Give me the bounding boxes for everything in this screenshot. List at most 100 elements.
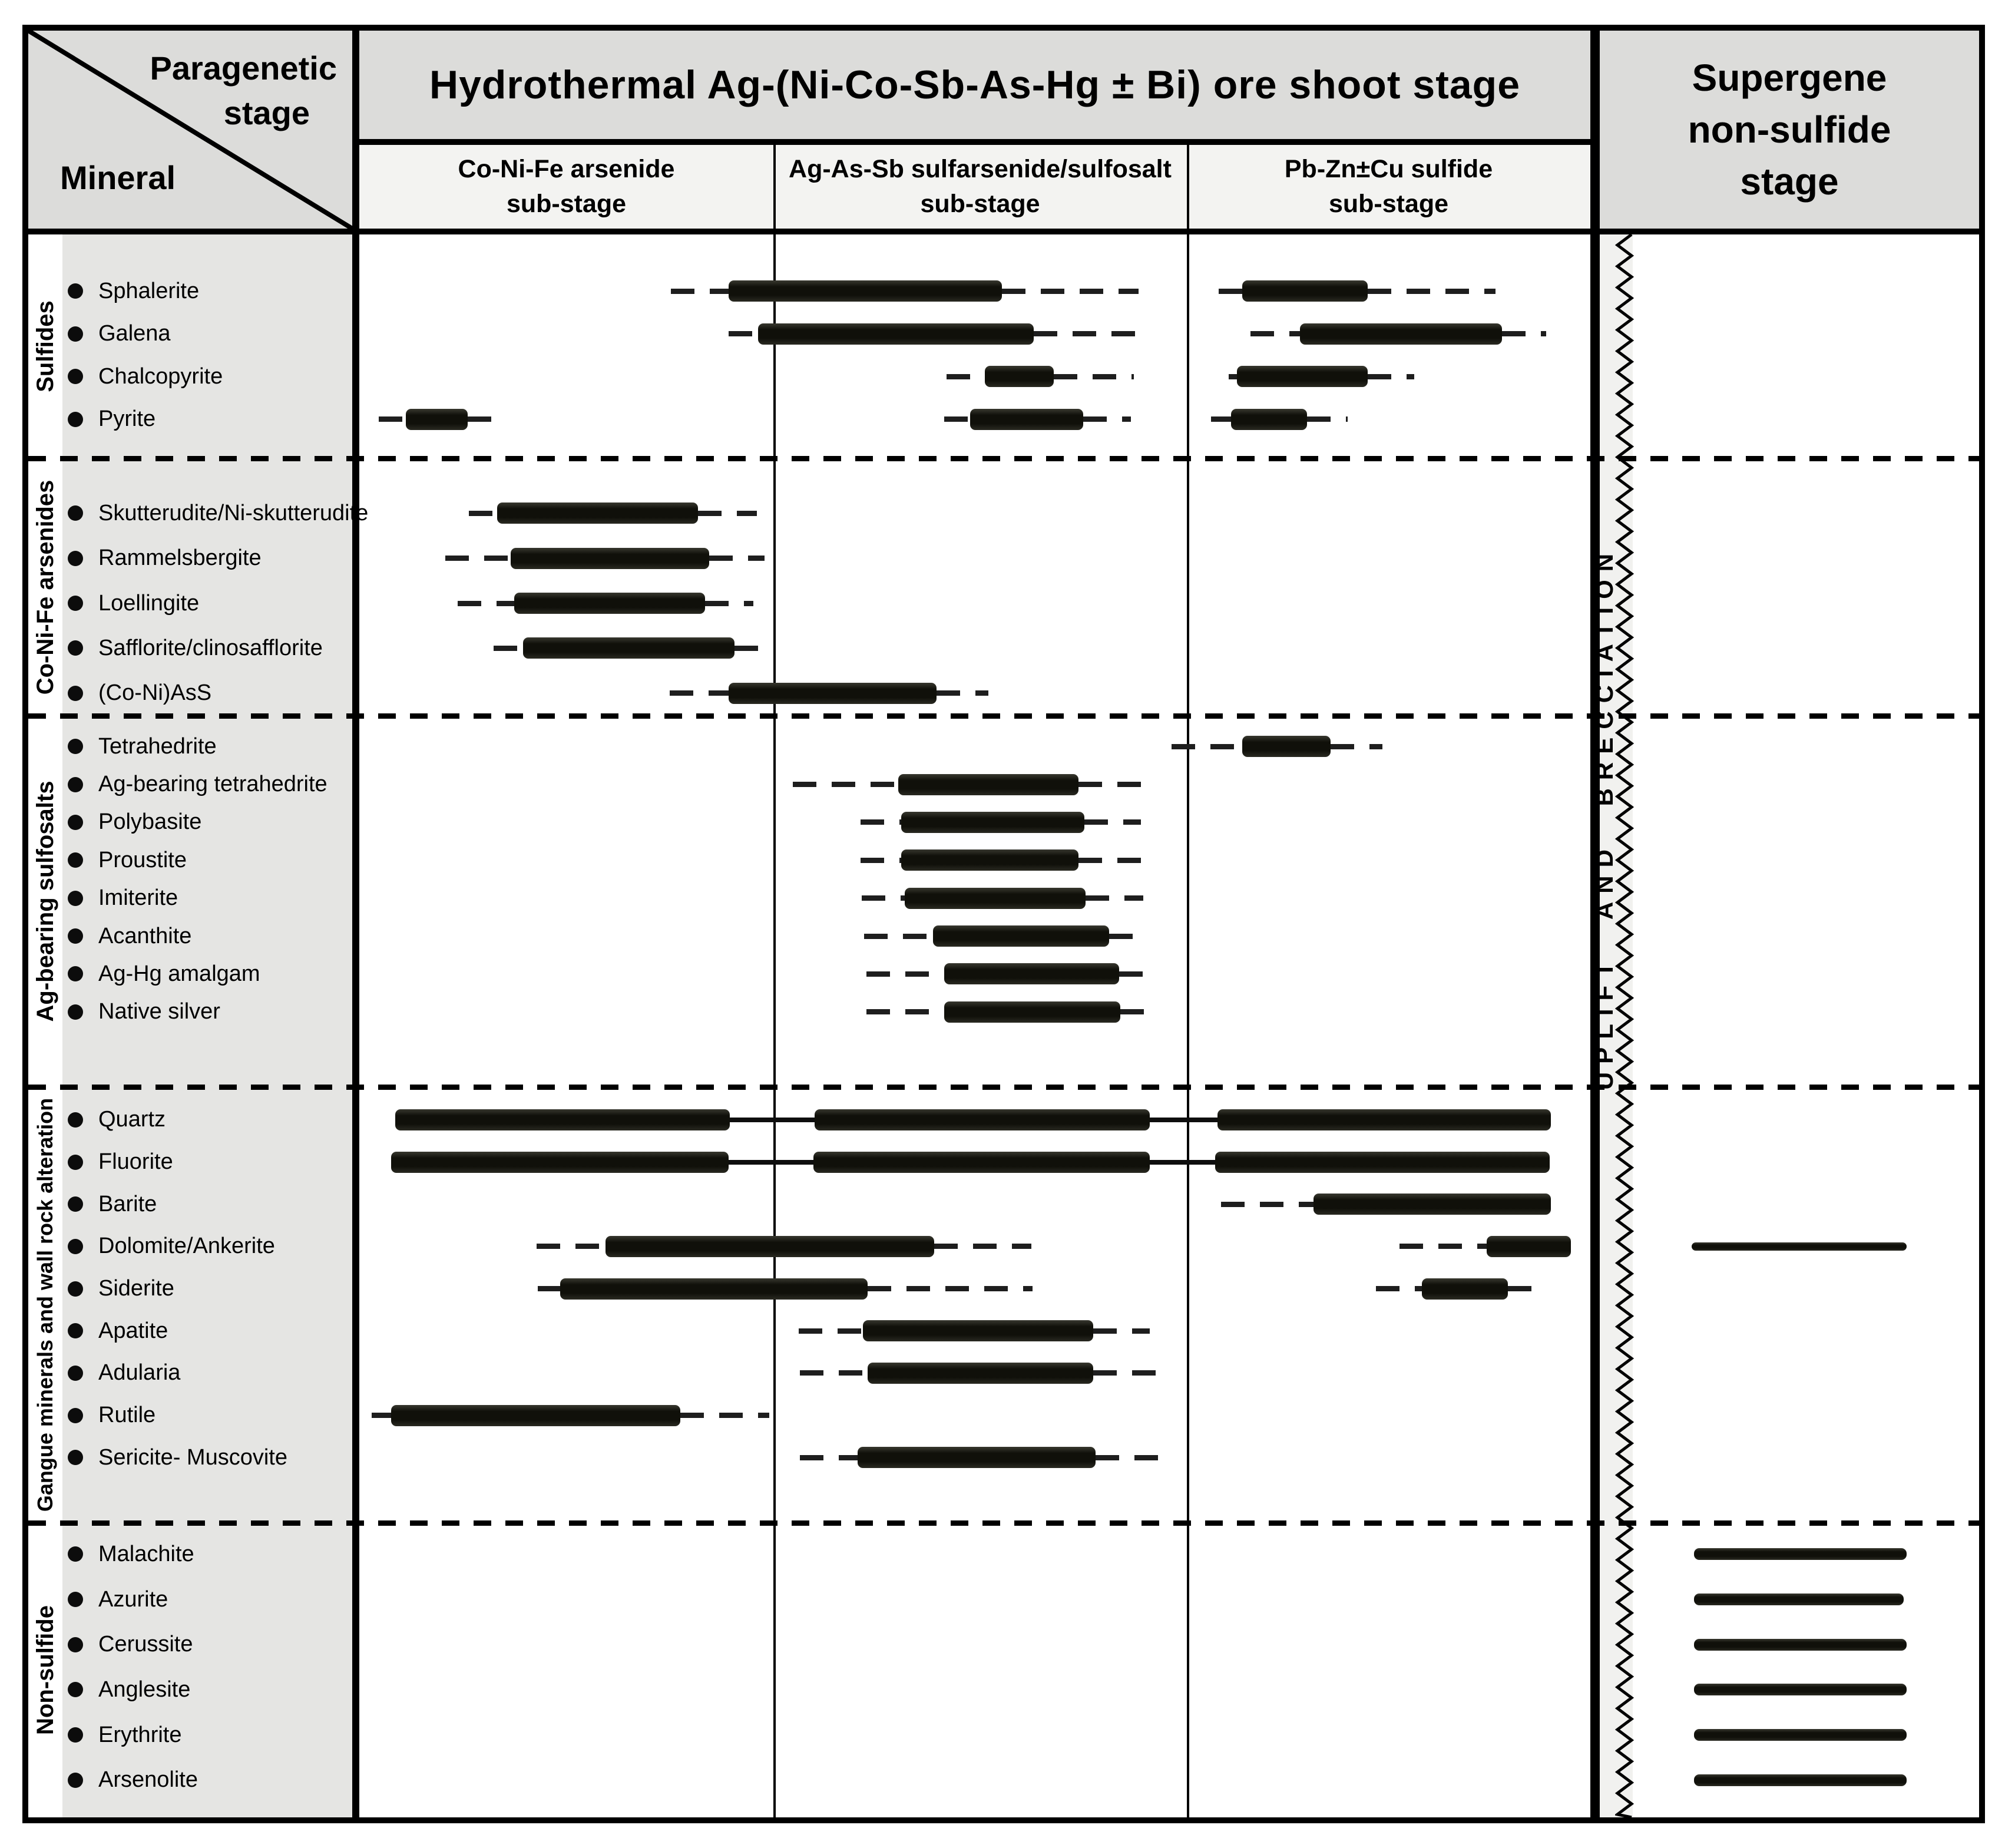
presence-bar-dashed xyxy=(1367,288,1496,294)
mineral-label: Siderite xyxy=(98,1276,174,1301)
mineral-bullet xyxy=(68,1112,83,1128)
mineral-label: Polybasite xyxy=(98,809,202,835)
mineral-bullet xyxy=(68,1281,83,1297)
mineral-row: (Co-Ni)AsS xyxy=(68,677,211,709)
mineral-row: Imiterite xyxy=(68,882,178,914)
mineral-row: Acanthite xyxy=(68,920,191,952)
mineral-row: Rammelsbergite xyxy=(68,543,262,574)
mineral-bullet xyxy=(68,283,83,299)
mineral-label: Pyrite xyxy=(98,406,156,432)
mineral-label: (Co-Ni)AsS xyxy=(98,680,212,706)
presence-bar-solid xyxy=(1693,1594,1904,1605)
mineral-label: Tetrahedrite xyxy=(98,733,217,759)
presence-bar-dashed xyxy=(1084,819,1142,825)
presence-bar-dashed xyxy=(944,416,970,422)
presence-bar-dashed xyxy=(458,600,515,606)
presence-bar-dashed xyxy=(1228,373,1238,379)
presence-bar-dashed xyxy=(800,1454,858,1460)
presence-bar-dashed xyxy=(467,416,498,422)
presence-bar-solid xyxy=(944,1001,1120,1023)
mineral-label: Sphalerite xyxy=(98,278,200,303)
presence-bar-solid xyxy=(1693,1684,1907,1696)
presence-bar-dashed xyxy=(669,690,729,696)
supergene-header: Supergene non-sulfide stage xyxy=(1600,31,1979,229)
presence-bar-dashed xyxy=(1172,743,1242,749)
presence-bar-solid xyxy=(606,1235,935,1257)
presence-bar-dashed xyxy=(493,645,523,651)
presence-bar-solid xyxy=(391,1151,729,1173)
presence-bar-dashed xyxy=(1120,1009,1150,1015)
presence-bar-dashed xyxy=(729,331,759,337)
mineral-row: Loellingite xyxy=(68,587,199,619)
corner-label-paragenetic-stage: Paragenetic stage xyxy=(150,46,338,135)
presence-bar-solid xyxy=(1313,1194,1551,1215)
presence-bar-dashed xyxy=(1034,331,1139,337)
presence-bar-solid xyxy=(729,682,937,704)
mineral-label: Anglesite xyxy=(98,1677,191,1702)
presence-bar-dashed xyxy=(1376,1286,1422,1291)
mineral-bullet xyxy=(68,1682,83,1698)
mineral-bullet xyxy=(68,1323,83,1339)
group-separator xyxy=(28,1085,1979,1090)
group-separator xyxy=(28,456,1979,461)
mineral-bullet xyxy=(68,1637,83,1652)
mineral-column-background xyxy=(62,234,352,1817)
presence-bar-dashed xyxy=(1119,971,1149,977)
presence-bar-dashed xyxy=(1250,331,1300,337)
mineral-bullet xyxy=(68,596,83,611)
mineral-label: Erythrite xyxy=(98,1722,182,1747)
presence-bar-solid xyxy=(1242,736,1331,758)
divider-mineral-chart xyxy=(352,31,359,1817)
presence-bar-dashed xyxy=(1109,933,1145,939)
presence-bar-dashed xyxy=(697,510,757,516)
presence-bar-dashed xyxy=(1083,416,1131,422)
presence-bar-solid xyxy=(901,849,1078,871)
mineral-label: Arsenolite xyxy=(98,1767,198,1793)
mineral-label: Malachite xyxy=(98,1541,194,1566)
mineral-bullet xyxy=(68,326,83,342)
mineral-label: Adularia xyxy=(98,1360,181,1386)
substage-divider-2 xyxy=(1187,145,1189,1817)
mineral-bullet xyxy=(68,1546,83,1562)
presence-bar-dashed xyxy=(1093,1370,1156,1376)
mineral-bullet xyxy=(68,852,83,868)
mineral-row: Cerussite xyxy=(68,1629,193,1661)
presence-bar-dashed xyxy=(371,1413,392,1418)
presence-bar-dashed xyxy=(866,971,944,977)
presence-bar-solid xyxy=(1215,1151,1550,1173)
presence-bar-dashed xyxy=(379,416,406,422)
mineral-bullet xyxy=(68,1592,83,1607)
table-outer-border xyxy=(22,25,1985,1823)
presence-bar-dashed xyxy=(868,1286,1033,1291)
presence-bar-solid xyxy=(862,1320,1093,1342)
presence-bar-solid xyxy=(511,547,709,569)
presence-bar-solid xyxy=(944,963,1119,985)
presence-bar-solid xyxy=(497,503,698,524)
corner-cell: Paragenetic stage Mineral xyxy=(28,31,352,229)
presence-bar-dashed xyxy=(1053,373,1134,379)
supergene-line1: Supergene xyxy=(1692,57,1887,99)
mineral-row: Rutile xyxy=(68,1400,155,1432)
mineral-row: Adularia xyxy=(68,1357,180,1389)
supergene-line3: stage xyxy=(1740,160,1839,203)
mineral-row: Apatite xyxy=(68,1315,168,1347)
presence-bar-dashed xyxy=(709,556,765,561)
presence-bar-dashed xyxy=(946,373,985,379)
presence-bar-dashed xyxy=(861,895,905,901)
presence-bar-solid xyxy=(868,1362,1093,1384)
mineral-label: Barite xyxy=(98,1191,157,1216)
mineral-bullet xyxy=(68,411,83,427)
presence-bar-dashed xyxy=(799,1328,863,1334)
presence-bar-dashed xyxy=(1399,1244,1487,1249)
mineral-label: Ag-Hg amalgam xyxy=(98,961,260,986)
presence-bar-dashed xyxy=(800,1370,868,1376)
presence-bar-dashed xyxy=(1331,743,1382,749)
substage-divider-1 xyxy=(773,145,776,1817)
presence-bar-dashed xyxy=(680,1413,769,1418)
presence-bar-dashed xyxy=(1507,1286,1538,1291)
mineral-label: Imiterite xyxy=(98,885,178,911)
mineral-bullet xyxy=(68,1154,83,1170)
presence-bar-solid xyxy=(729,280,1002,302)
mineral-label: Galena xyxy=(98,321,171,346)
